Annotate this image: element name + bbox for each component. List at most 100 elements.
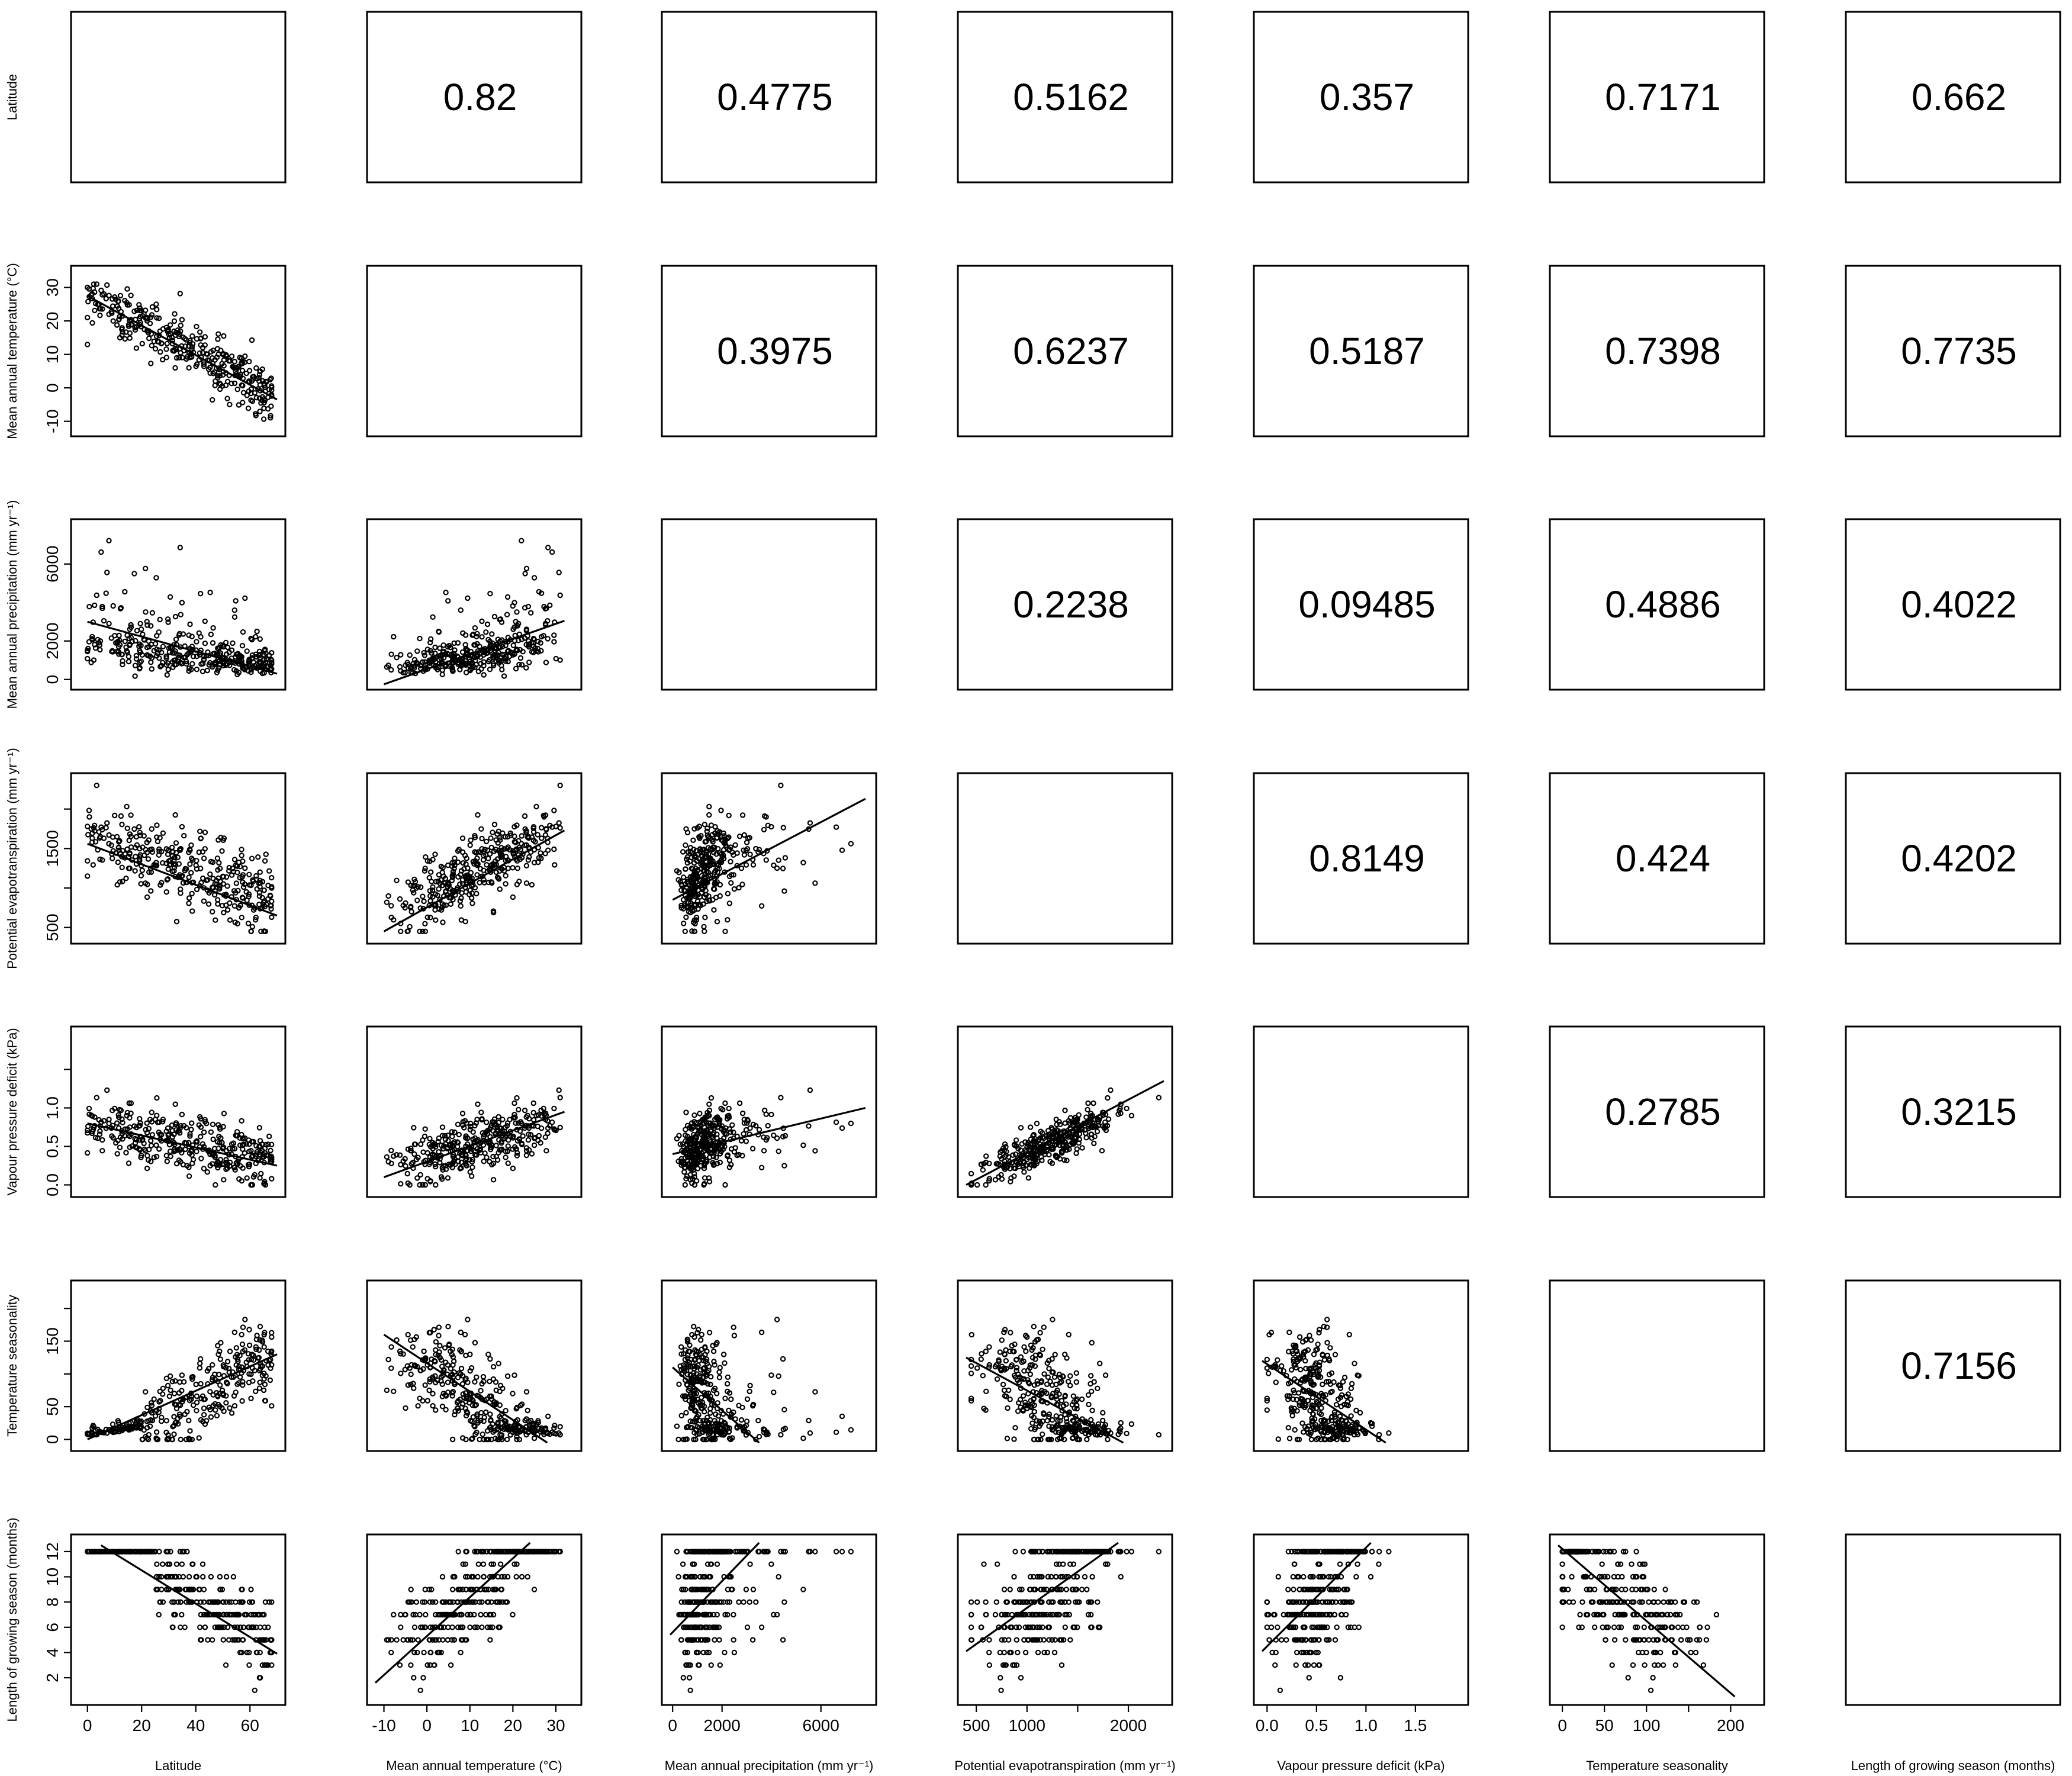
data-point [190, 1156, 197, 1163]
data-point [697, 846, 703, 852]
data-point [459, 1111, 466, 1117]
data-point [1065, 1378, 1072, 1385]
data-point [538, 648, 544, 654]
data-point [405, 1331, 411, 1338]
data-point [140, 1136, 146, 1143]
data-point [153, 301, 159, 307]
data-point [437, 1343, 443, 1349]
data-point [144, 894, 150, 900]
data-point [163, 1429, 169, 1436]
data-point [155, 838, 161, 845]
data-point [980, 1372, 986, 1379]
data-point [702, 928, 707, 935]
data-point [756, 1127, 762, 1133]
data-point [461, 866, 467, 872]
data-point [1062, 1120, 1068, 1126]
regression-line [87, 842, 278, 917]
data-point [126, 1160, 132, 1166]
data-point [106, 292, 112, 298]
data-point [683, 1410, 689, 1416]
data-point [427, 1154, 433, 1160]
data-point [177, 545, 183, 551]
data-point [173, 636, 179, 642]
data-point [1021, 1368, 1027, 1374]
data-point [1067, 1373, 1073, 1379]
data-point [404, 1170, 410, 1177]
data-point [1128, 1112, 1135, 1119]
correlation-value: 0.82 [443, 76, 517, 118]
data-point [513, 619, 519, 625]
panel-r5-c2 [661, 1279, 877, 1452]
data-point [800, 1142, 806, 1148]
data-point [429, 887, 436, 893]
data-point [484, 621, 491, 628]
panel-r3-c4: 0.8149 [1253, 772, 1469, 945]
data-point [531, 575, 538, 581]
data-point [806, 1123, 812, 1129]
data-point [415, 1403, 421, 1409]
data-point [427, 893, 433, 899]
data-point [1016, 1379, 1022, 1386]
data-point [439, 652, 446, 658]
data-point [249, 636, 255, 643]
data-point [256, 1144, 262, 1150]
data-point [676, 1132, 682, 1139]
y-axis-label-row-1: Mean annual temperature (°C) [5, 263, 20, 439]
data-point [684, 879, 691, 885]
data-point [231, 667, 237, 673]
data-point [189, 344, 195, 350]
data-point [115, 1137, 121, 1144]
data-point [385, 1356, 391, 1363]
data-point [184, 661, 189, 667]
data-point [477, 1436, 482, 1443]
data-point [469, 900, 475, 906]
data-point [189, 644, 195, 649]
data-point [120, 879, 126, 884]
data-point [690, 837, 696, 844]
data-point [249, 378, 255, 384]
panel-r1-c2: 0.3975 [661, 265, 877, 437]
data-point [458, 903, 464, 909]
data-point [436, 886, 442, 892]
data-point [215, 1146, 221, 1151]
data-point [201, 898, 207, 904]
panel-frame [1253, 1025, 1469, 1198]
data-point [483, 629, 489, 635]
panel-r3-c2 [661, 772, 877, 945]
data-point [128, 622, 134, 628]
data-point [765, 1122, 771, 1129]
data-point [144, 1120, 150, 1126]
data-point [194, 1408, 200, 1414]
data-point [89, 1130, 95, 1137]
data-point [433, 917, 439, 923]
data-point [402, 1366, 408, 1373]
data-point [494, 1157, 501, 1163]
data-point [248, 1182, 255, 1188]
data-point [188, 842, 194, 848]
data-point [466, 662, 472, 668]
data-point [433, 1339, 439, 1345]
data-point [708, 822, 715, 828]
data-point [743, 1127, 749, 1133]
data-point [778, 1431, 784, 1438]
data-point [165, 851, 171, 857]
data-point [728, 1162, 734, 1168]
correlation-value: 0.8149 [1309, 837, 1425, 880]
data-point [172, 365, 178, 371]
data-point [413, 1334, 420, 1340]
data-point [1037, 1352, 1043, 1357]
data-point [215, 373, 221, 379]
data-point [1063, 1415, 1070, 1421]
data-point [249, 855, 255, 861]
data-point [1000, 1381, 1006, 1388]
data-point [239, 915, 244, 921]
data-point [458, 607, 464, 613]
data-point [529, 1151, 535, 1157]
data-point [478, 1109, 484, 1115]
data-point [109, 296, 115, 302]
data-point [711, 907, 717, 913]
data-point [485, 855, 491, 861]
data-point [744, 1396, 751, 1402]
data-point [160, 659, 166, 666]
data-point [117, 1106, 123, 1113]
